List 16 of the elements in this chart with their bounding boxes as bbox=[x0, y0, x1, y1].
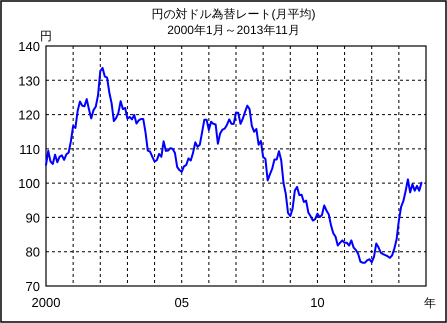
y-tick-label: 110 bbox=[19, 142, 40, 157]
x-tick-label: 05 bbox=[174, 295, 189, 310]
y-tick-label: 80 bbox=[26, 244, 40, 260]
x-tick-label: 10 bbox=[310, 295, 325, 310]
y-tick-label: 130 bbox=[18, 73, 40, 88]
y-tick-label: 70 bbox=[26, 279, 40, 294]
chart-subtitle: 2000年1月～2013年11月 bbox=[167, 23, 300, 37]
x-tick-label: 2000 bbox=[32, 295, 60, 310]
y-tick-label: 120 bbox=[18, 108, 40, 123]
x-axis-title: 年 bbox=[424, 296, 436, 310]
y-axis-title: 円 bbox=[40, 29, 52, 43]
chart-title: 円の対ドル為替レート(月平均) bbox=[152, 7, 316, 21]
line-series bbox=[45, 66, 422, 264]
y-tick-label: 140 bbox=[18, 39, 40, 54]
y-tick-label: 90 bbox=[26, 210, 40, 226]
y-tick-label: 100 bbox=[18, 176, 40, 192]
